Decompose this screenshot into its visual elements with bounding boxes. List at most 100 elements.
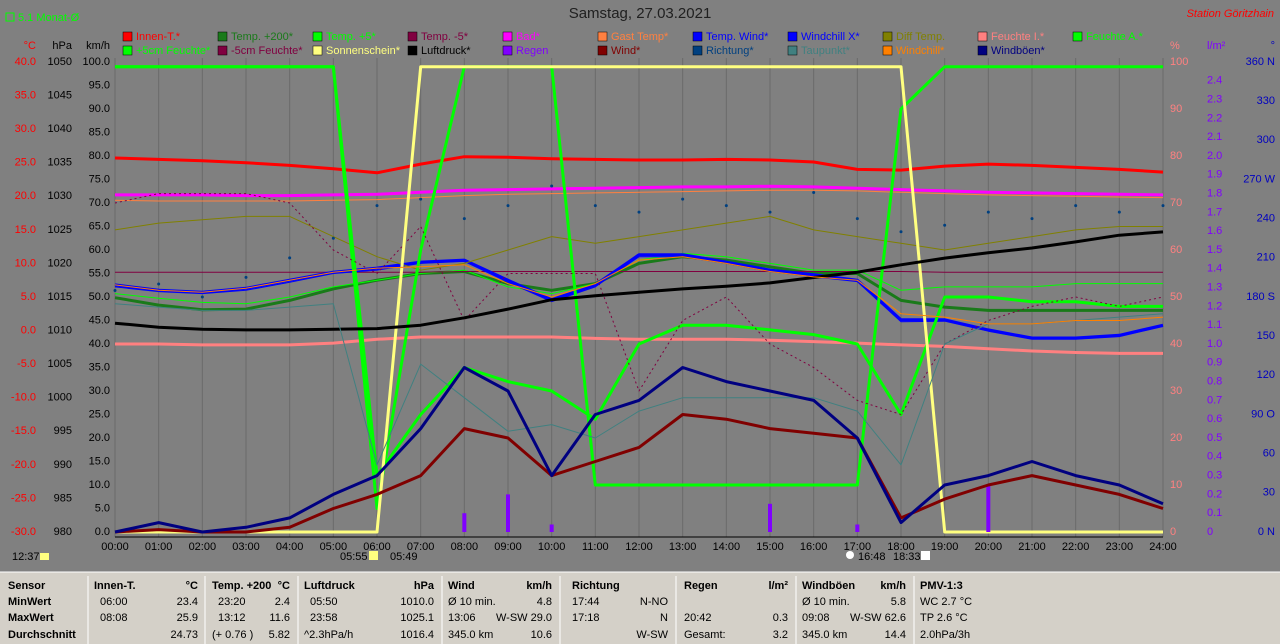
- series-line: [115, 271, 1163, 273]
- column-title: Luftdruck: [304, 580, 356, 592]
- y-tick-label: 80: [1170, 150, 1182, 162]
- y-tick-label: -5.0: [17, 358, 36, 370]
- x-tick-label: 14:00: [713, 541, 741, 553]
- x-tick-label: 04:00: [276, 541, 304, 553]
- cell-value: 23.4: [177, 596, 198, 608]
- direction-dot: [331, 236, 335, 240]
- rain-bar: [506, 494, 510, 532]
- cell-value: W-SW 29.0: [496, 612, 552, 624]
- cell-text: 08:08: [100, 612, 128, 624]
- legend-swatch: [407, 45, 418, 56]
- cell-text: WC 2.7 °C: [920, 596, 972, 608]
- legend-label: Innen-T.*: [136, 31, 181, 43]
- time-marker: 16:48: [858, 551, 886, 563]
- series-line: [115, 335, 1163, 355]
- cell-value: 1010.0: [400, 596, 434, 608]
- cell-text: Ø 10 min.: [448, 596, 496, 608]
- y-tick-label: 985: [54, 492, 72, 504]
- x-tick-label: 18:00: [887, 541, 915, 553]
- rain-bar: [855, 524, 860, 532]
- direction-dot: [593, 204, 597, 208]
- series-line: [114, 155, 1164, 175]
- direction-dot: [419, 197, 423, 201]
- sun-icon: [846, 551, 854, 559]
- axis-title: hPa: [52, 40, 72, 52]
- legend-label: Sonnenschein*: [326, 45, 401, 57]
- cell-text: TP 2.6 °C: [920, 612, 968, 624]
- cell-value: 2.4: [275, 596, 290, 608]
- legend-label: Feuchte A.*: [1086, 31, 1144, 43]
- y-tick-label: 1.4: [1207, 263, 1222, 275]
- y-tick-label: 100: [1170, 56, 1188, 68]
- column-unit: hPa: [414, 580, 435, 592]
- direction-dot: [506, 204, 510, 208]
- y-tick-label: 2.0: [1207, 150, 1222, 162]
- direction-dot: [637, 210, 641, 214]
- y-tick-label: 1040: [48, 123, 72, 135]
- direction-dot: [375, 204, 379, 208]
- direction-dot: [681, 197, 685, 201]
- sun-icon: [40, 553, 49, 560]
- series-line: [114, 256, 1164, 325]
- cell-value: 5.8: [891, 596, 906, 608]
- column-unit: °C: [186, 580, 198, 592]
- direction-dot: [899, 230, 903, 234]
- cell-value: 4.8: [537, 596, 552, 608]
- y-tick-label: 15.0: [15, 224, 36, 236]
- x-tick-label: 09:00: [494, 541, 522, 553]
- legend-label: +5cm Feuchte*: [136, 45, 211, 57]
- x-tick-label: 17:00: [844, 541, 872, 553]
- y-tick-label: 0.4: [1207, 451, 1222, 463]
- sun-icon: [369, 551, 378, 560]
- y-tick-label: 180 S: [1246, 291, 1275, 303]
- cell-text: 17:44: [572, 596, 600, 608]
- direction-dot: [943, 223, 947, 227]
- y-tick-label: 65.0: [89, 220, 110, 232]
- cell-text: 2.0hPa/3h: [920, 629, 970, 641]
- y-tick-label: 100.0: [82, 56, 110, 68]
- y-tick-label: 1.7: [1207, 206, 1222, 218]
- series-line: [114, 413, 1164, 534]
- cell-value: W-SW: [636, 629, 668, 641]
- row-label: MinWert: [8, 596, 52, 608]
- y-tick-label: 0.7: [1207, 394, 1222, 406]
- x-tick-label: 08:00: [451, 541, 479, 553]
- direction-dot: [157, 282, 161, 286]
- y-tick-label: 150: [1257, 330, 1275, 342]
- x-tick-label: 12:00: [625, 541, 653, 553]
- axis-title: °: [1271, 40, 1275, 52]
- row-label: MaxWert: [8, 612, 54, 624]
- y-tick-label: 990: [54, 459, 72, 471]
- column-title: Temp. +200: [212, 580, 271, 592]
- time-marker: 18:33: [893, 551, 921, 563]
- y-tick-label: 0: [1207, 526, 1213, 538]
- y-tick-label: 70: [1170, 197, 1182, 209]
- cell-text: 23:58: [310, 612, 338, 624]
- y-tick-label: 1005: [48, 358, 72, 370]
- series-line: [114, 256, 1164, 340]
- time-marker: 05:49: [390, 551, 418, 563]
- legend-label: Windchill X*: [801, 31, 860, 43]
- chart-background: [0, 0, 1280, 572]
- y-tick-label: 20: [1170, 432, 1182, 444]
- y-tick-label: 2.3: [1207, 94, 1222, 106]
- column-unit: km/h: [526, 580, 552, 592]
- y-tick-label: 1.5: [1207, 244, 1222, 256]
- x-tick-label: 19:00: [931, 541, 959, 553]
- y-tick-label: -25.0: [11, 492, 36, 504]
- x-tick-label: 16:00: [800, 541, 828, 553]
- column-title: Innen-T.: [94, 580, 136, 592]
- cell-text: Ø 10 min.: [802, 596, 850, 608]
- cell-text: (+ 0.76 ): [212, 629, 253, 641]
- legend-swatch: [122, 31, 133, 42]
- y-tick-label: -20.0: [11, 459, 36, 471]
- legend-label: Windchill*: [896, 45, 945, 57]
- rain-bar: [768, 503, 772, 532]
- x-tick-label: 23:00: [1106, 541, 1134, 553]
- row-label: Sensor: [8, 580, 46, 592]
- y-tick-label: 30.0: [15, 123, 36, 135]
- y-tick-label: 1.3: [1207, 282, 1222, 294]
- cell-text: Gesamt:: [684, 629, 726, 641]
- y-tick-label: 40: [1170, 338, 1182, 350]
